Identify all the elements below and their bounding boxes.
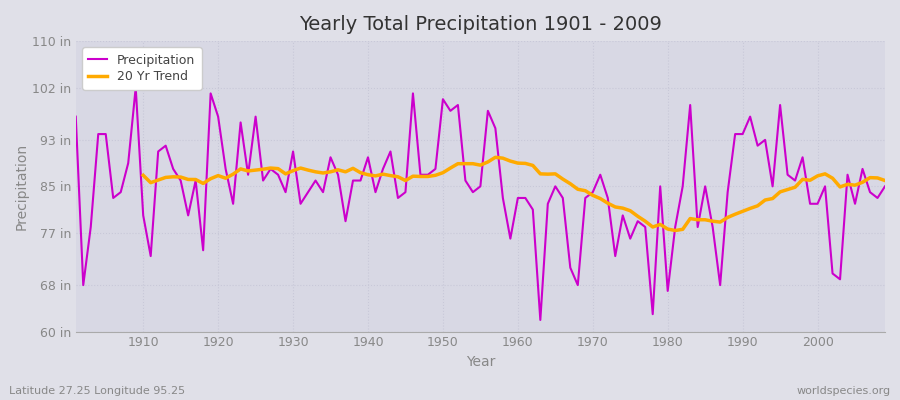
20 Yr Trend [834,184,845,189]
20 Yr Trend [879,178,890,183]
Precipitation [520,196,531,200]
Precipitation [879,184,890,189]
Precipitation [512,196,523,200]
Precipitation [617,213,628,218]
Line: 20 Yr Trend: 20 Yr Trend [143,157,885,230]
Title: Yearly Total Precipitation 1901 - 2009: Yearly Total Precipitation 1901 - 2009 [299,15,662,34]
Precipitation [535,318,545,322]
Precipitation [302,190,313,194]
20 Yr Trend [670,228,680,233]
Text: Latitude 27.25 Longitude 95.25: Latitude 27.25 Longitude 95.25 [9,386,185,396]
Legend: Precipitation, 20 Yr Trend: Precipitation, 20 Yr Trend [82,47,202,90]
Text: worldspecies.org: worldspecies.org [796,386,891,396]
20 Yr Trend [490,155,500,160]
Line: Precipitation: Precipitation [76,88,885,320]
Y-axis label: Precipitation: Precipitation [15,143,29,230]
Precipitation [70,114,81,119]
20 Yr Trend [280,172,291,176]
20 Yr Trend [527,163,538,168]
20 Yr Trend [857,180,868,185]
Precipitation [138,213,148,218]
20 Yr Trend [310,170,321,174]
20 Yr Trend [588,193,598,198]
X-axis label: Year: Year [465,355,495,369]
Precipitation [347,178,358,183]
20 Yr Trend [138,173,148,178]
Precipitation [130,85,141,90]
